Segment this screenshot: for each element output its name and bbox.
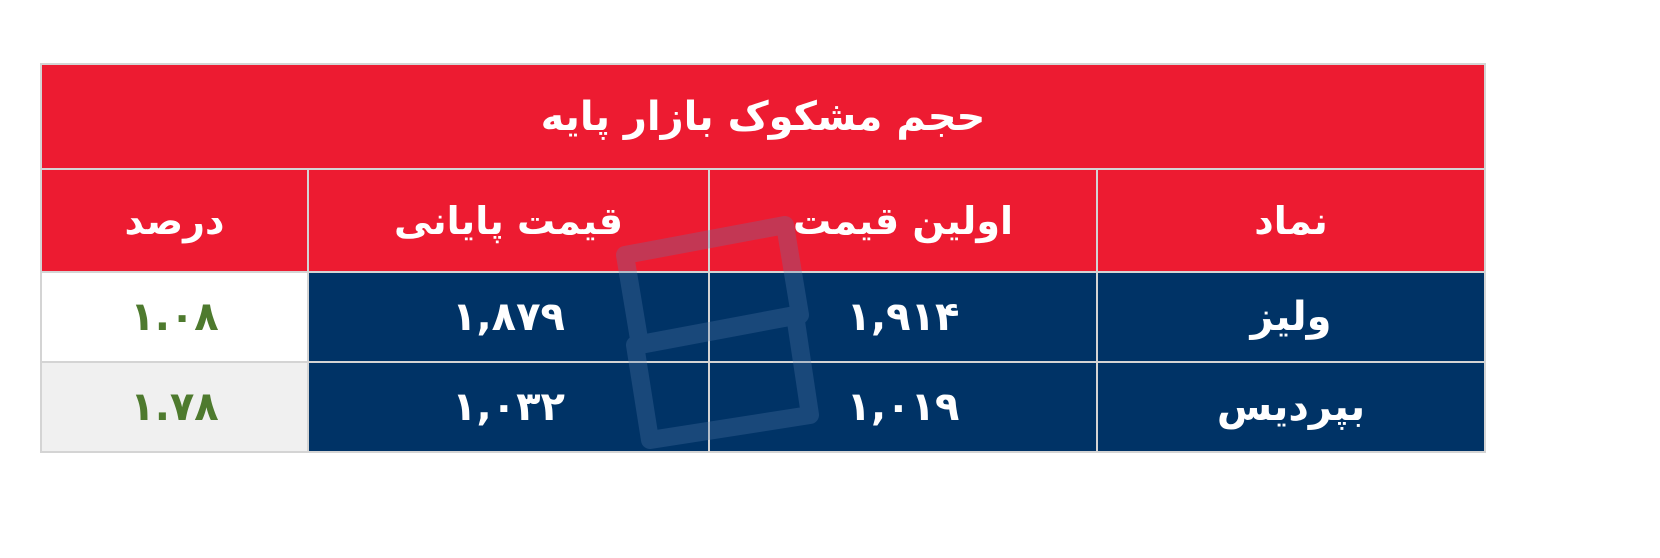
header-last-price: قیمت پایانی <box>307 168 710 273</box>
header-percent: درصد <box>40 168 309 273</box>
percent-cell: ۱.۰۸ <box>40 271 309 363</box>
symbol-cell: بپردیس <box>1096 361 1486 453</box>
last-price-cell: ۱,۰۳۲ <box>307 361 710 453</box>
suspicious-volume-table: حجم مشکوک بازار پایه نماد اولین قیمت قیم… <box>40 63 1486 453</box>
header-row: نماد اولین قیمت قیمت پایانی درصد <box>40 168 1486 273</box>
header-symbol: نماد <box>1096 168 1486 273</box>
symbol-cell: ولیز <box>1096 271 1486 363</box>
first-price-cell: ۱,۰۱۹ <box>708 361 1098 453</box>
percent-cell: ۱.۷۸ <box>40 361 309 453</box>
first-price-cell: ۱,۹۱۴ <box>708 271 1098 363</box>
header-first-price: اولین قیمت <box>708 168 1098 273</box>
table-title: حجم مشکوک بازار پایه <box>40 63 1486 170</box>
table-row: بپردیس ۱,۰۱۹ ۱,۰۳۲ ۱.۷۸ <box>40 361 1486 453</box>
table-row: ولیز ۱,۹۱۴ ۱,۸۷۹ ۱.۰۸ <box>40 271 1486 363</box>
last-price-cell: ۱,۸۷۹ <box>307 271 710 363</box>
